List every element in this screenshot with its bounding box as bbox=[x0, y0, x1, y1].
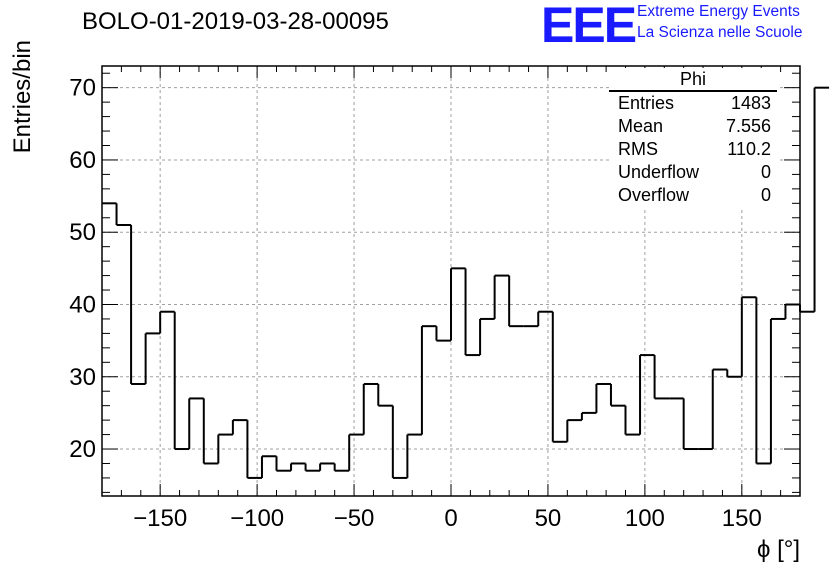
x-tick-label: 50 bbox=[535, 505, 562, 532]
x-tick-label: −100 bbox=[230, 505, 284, 532]
stats-box: Phi Entries 1483 Mean 7.556 RMS 110.2 Un… bbox=[609, 68, 777, 207]
y-axis-title: Entries/bin bbox=[9, 40, 36, 153]
stats-row-entries: Entries 1483 bbox=[609, 92, 777, 115]
stats-key: Overflow bbox=[618, 185, 690, 205]
x-tick-label: 150 bbox=[722, 505, 762, 532]
y-tick-label: 30 bbox=[69, 364, 96, 391]
stats-key: Underflow bbox=[618, 162, 700, 182]
stats-value: 110.2 bbox=[727, 139, 771, 159]
eee-logo: EEE bbox=[541, 0, 637, 53]
y-tick-label: 20 bbox=[69, 436, 96, 463]
stats-key: RMS bbox=[618, 139, 658, 159]
stats-row-mean: Mean 7.556 bbox=[609, 115, 777, 138]
y-tick-label: 50 bbox=[69, 219, 96, 246]
stats-row-underflow: Underflow 0 bbox=[609, 161, 777, 184]
chart-title: BOLO-01-2019-03-28-00095 bbox=[82, 8, 389, 35]
x-tick-label: 100 bbox=[625, 505, 665, 532]
stats-value: 7.556 bbox=[725, 116, 771, 136]
x-tick-label: −150 bbox=[133, 505, 187, 532]
y-tick-label: 60 bbox=[69, 147, 96, 174]
stats-key: Entries bbox=[618, 93, 675, 113]
stats-key: Mean bbox=[618, 116, 664, 136]
histogram-bins bbox=[102, 86, 830, 479]
axis-labels: −150 −100 −50 0 50 100 150 20 30 40 50 60 70 ϕ [°] Ent… bbox=[9, 40, 800, 563]
x-tick-label: −50 bbox=[334, 505, 375, 532]
stats-row-rms: RMS 110.2 bbox=[609, 138, 777, 161]
axes bbox=[101, 65, 801, 497]
stats-value: 0 bbox=[760, 185, 771, 205]
x-tick-label: 0 bbox=[444, 505, 457, 532]
stats-box-title: Phi bbox=[609, 68, 777, 92]
stats-row-overflow: Overflow 0 bbox=[609, 184, 777, 207]
x-axis-title: ϕ [°] bbox=[757, 536, 800, 563]
stats-value: 1483 bbox=[730, 93, 771, 113]
y-tick-label: 40 bbox=[69, 291, 96, 318]
stats-value: 0 bbox=[760, 162, 771, 182]
logo-line-1: Extreme Energy Events bbox=[637, 3, 800, 20]
y-tick-label: 70 bbox=[69, 75, 96, 102]
logo-line-2: La Scienza nelle Scuole bbox=[637, 24, 803, 41]
